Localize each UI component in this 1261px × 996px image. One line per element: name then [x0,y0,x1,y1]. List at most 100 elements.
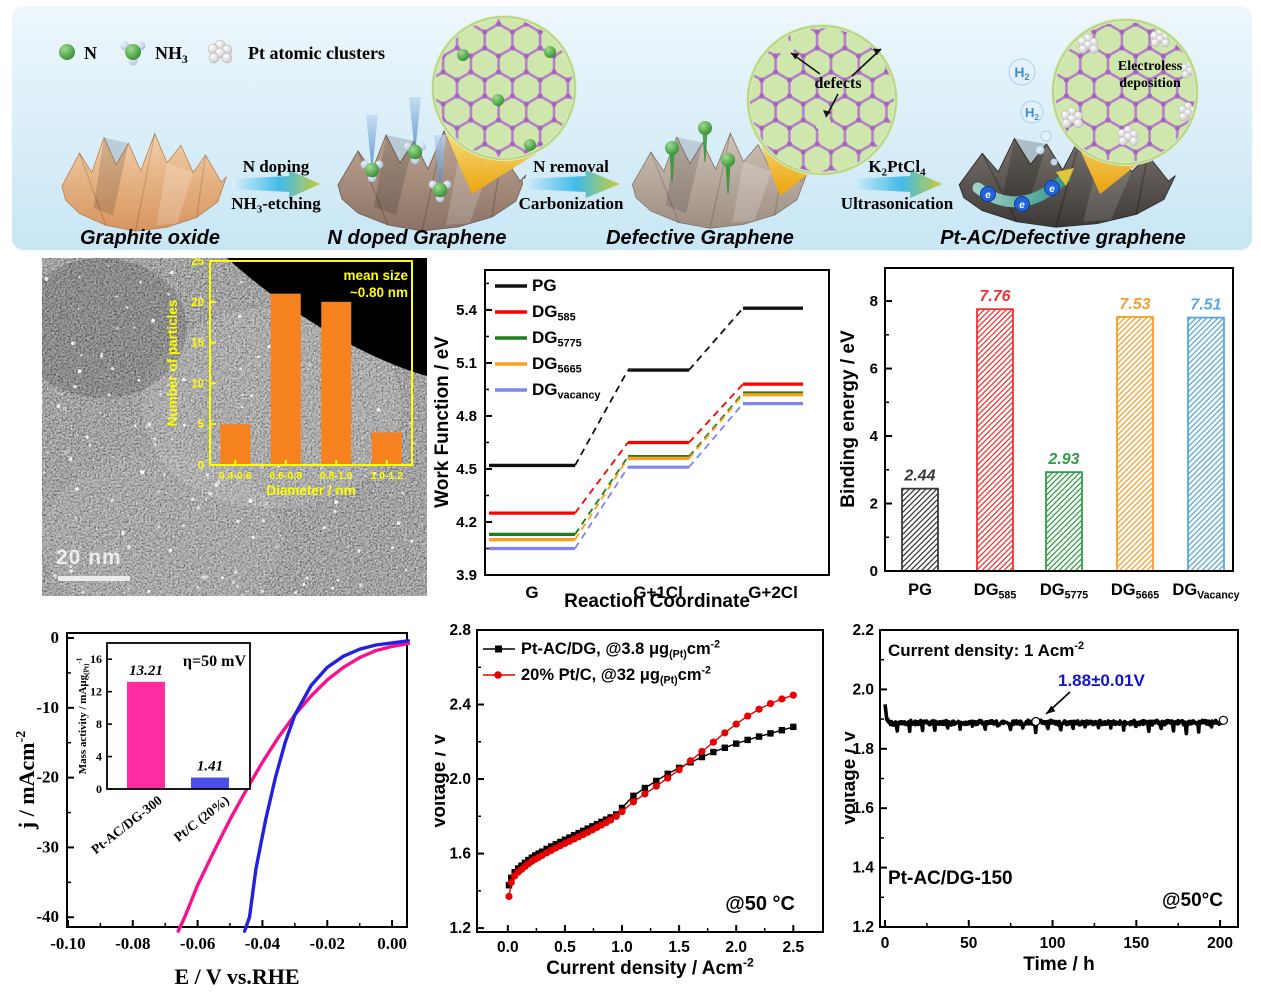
svg-text:20% Pt/C, @32 μg(Pt)cm-2: 20% Pt/C, @32 μg(Pt)cm-2 [521,664,711,686]
stage-label-pt-ac: Pt-AC/Defective graphene [940,227,1186,249]
svg-text:7.51: 7.51 [1190,297,1221,314]
svg-text:Reaction Coordinate: Reaction Coordinate [564,591,750,610]
svg-text:-0.06: -0.06 [180,934,215,953]
electron-2: e [1014,196,1030,212]
svg-text:0: 0 [198,460,204,472]
svg-text:η=50 mV: η=50 mV [183,653,247,670]
svg-text:0.4-0.6: 0.4-0.6 [219,470,252,482]
svg-text:2.0: 2.0 [449,771,471,788]
svg-text:Work Function / eV: Work Function / eV [432,336,453,508]
arrow1-top-label: N doping [243,157,310,176]
arrow2-top-label: N removal [533,157,609,176]
svg-text:PG: PG [532,276,557,295]
lattice-zoom-2: defects [746,24,898,196]
stability-trace [883,704,1225,736]
work-function-chart: 3.9 4.2 4.5 4.8 5.1 5.4 PG DG585 DG5775 DG5665 DGv… [432,269,830,610]
svg-text:5: 5 [198,419,205,431]
svg-text:5.1: 5.1 [456,355,477,372]
svg-text:Current density: 1 Acm-2: Current density: 1 Acm-2 [888,640,1084,660]
svg-text:Pt-AC/DG-150: Pt-AC/DG-150 [888,868,1013,889]
svg-text:200: 200 [1207,935,1233,952]
svg-text:6: 6 [870,361,878,378]
svg-text:2.0: 2.0 [852,681,874,698]
svg-text:DGvacancy: DGvacancy [532,380,601,402]
polarization-curve [176,641,410,933]
histogram-bar [321,301,352,465]
svg-text:50: 50 [960,935,977,952]
svg-text:2.44: 2.44 [903,468,935,485]
svg-text:-10: -10 [36,698,59,717]
svg-text:2.8: 2.8 [449,622,471,639]
histogram-bar [371,432,402,465]
svg-text:DG585: DG585 [532,302,576,324]
svg-text:2: 2 [870,496,878,513]
svg-text:G: G [525,583,538,602]
histogram-bar [270,293,301,465]
svg-text:20: 20 [191,297,204,309]
svg-text:1.4: 1.4 [852,860,874,877]
svg-text:10: 10 [191,378,204,390]
svg-text:0: 0 [881,935,890,952]
stage-label-defective: Defective Graphene [606,227,794,249]
svg-text:e: e [1019,200,1025,211]
svg-text:0: 0 [96,782,102,796]
binding-energy-chart: 2.44 7.76 2.93 7.53 7.51 0 2 4 6 8 PG DG585 DG5775 DG… [838,267,1240,602]
svg-text:100: 100 [1040,935,1066,952]
svg-text:1.6: 1.6 [449,846,471,863]
svg-text:7.76: 7.76 [979,288,1010,305]
legend-n-label: N [84,43,97,63]
svg-text:13.21: 13.21 [129,663,163,679]
svg-text:4.5: 4.5 [456,461,477,478]
svg-text:DG5665: DG5665 [1111,581,1159,602]
svg-text:PG: PG [908,581,932,599]
n-dopant-atoms [457,46,556,151]
legend-nh3-label: NH3 [155,43,188,66]
svg-text:Pt-AC/DG-300: Pt-AC/DG-300 [88,792,165,857]
svg-text:7.53: 7.53 [1119,296,1150,313]
svg-text:15: 15 [191,338,204,350]
scheme-legend: N NH3 Pt atomic clusters [59,39,385,66]
svg-text:25: 25 [191,258,204,268]
svg-text:-0.04: -0.04 [245,934,281,953]
svg-text:4: 4 [96,750,102,764]
svg-text:1.0: 1.0 [611,939,633,956]
svg-text:Time / h: Time / h [1023,954,1094,975]
svg-text:1.2: 1.2 [852,919,874,936]
svg-text:4: 4 [870,428,879,445]
svg-text:-30: -30 [36,837,59,856]
svg-text:5.4: 5.4 [456,302,478,319]
svg-text:-0.10: -0.10 [50,934,85,953]
svg-text:j / mAcm-2: j / mAcm-2 [13,731,39,831]
mass-activity-bar [191,777,229,789]
h2-label-1: H2 [1014,64,1029,82]
svg-text:G+1Cl: G+1Cl [633,583,683,602]
svg-text:2.2: 2.2 [852,622,874,639]
svg-text:1.0-1.2: 1.0-1.2 [370,470,403,482]
svg-text:0: 0 [51,628,60,647]
polarization-curve [242,639,410,933]
svg-text:Voltage / V: Voltage / V [845,730,860,826]
arrow3-bottom-label: Ultrasonication [841,194,954,213]
svg-text:4.8: 4.8 [456,408,477,425]
svg-text:DG5665: DG5665 [532,354,582,376]
tem-image: 0 5 10 15 20 25 0.4-0.6 0.6-0.8 0.8-1.0 1.0-1.2 Di… [42,258,427,596]
lattice-zoom-1 [431,15,577,194]
binding-energy-bar [1116,316,1154,572]
stage-label-graphite-oxide: Graphite oxide [80,227,220,249]
svg-text:-20: -20 [36,768,59,787]
electroless-label-1: Electroless [1118,59,1183,74]
h2-label-2: H2 [1025,105,1039,122]
svg-text:Pt-AC/DG, @3.8 μg(Pt)cm-2: Pt-AC/DG, @3.8 μg(Pt)cm-2 [521,638,720,660]
svg-text:12: 12 [90,685,102,699]
cell-curve [508,694,794,897]
svg-text:8: 8 [870,293,878,310]
svg-text:@50°C: @50°C [1162,890,1223,911]
svg-text:DGVacancy: DGVacancy [1172,581,1239,602]
n-atom-icon [59,44,75,60]
svg-text:1.5: 1.5 [668,939,690,956]
arrow1-bottom-label: NH3-etching [231,194,321,216]
svg-text:DG5775: DG5775 [1040,581,1088,602]
svg-text:1.2: 1.2 [449,920,471,937]
svg-text:0.0: 0.0 [497,939,519,956]
